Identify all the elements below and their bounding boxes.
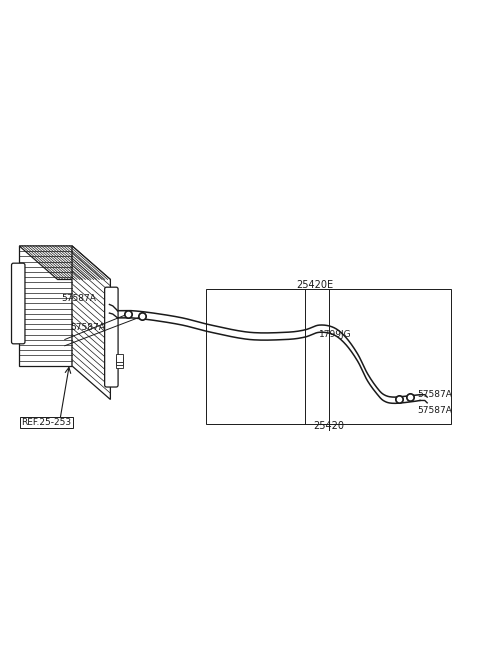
Text: 57587A: 57587A	[418, 405, 453, 415]
Bar	[116, 354, 123, 362]
Bar	[19, 246, 72, 366]
Bar	[116, 360, 123, 368]
Text: 25420E: 25420E	[296, 280, 333, 290]
Text: 57587A: 57587A	[418, 390, 453, 399]
Text: REF.25-253: REF.25-253	[22, 418, 72, 427]
Bar	[116, 357, 123, 365]
FancyBboxPatch shape	[105, 287, 118, 387]
Text: 57587A: 57587A	[71, 323, 106, 332]
Text: 1799JG: 1799JG	[319, 330, 352, 339]
Text: 57587A: 57587A	[61, 294, 96, 303]
FancyBboxPatch shape	[12, 263, 25, 344]
Polygon shape	[72, 246, 110, 400]
Polygon shape	[19, 246, 110, 280]
Bar	[206, 289, 451, 424]
Text: 25420: 25420	[313, 421, 344, 431]
